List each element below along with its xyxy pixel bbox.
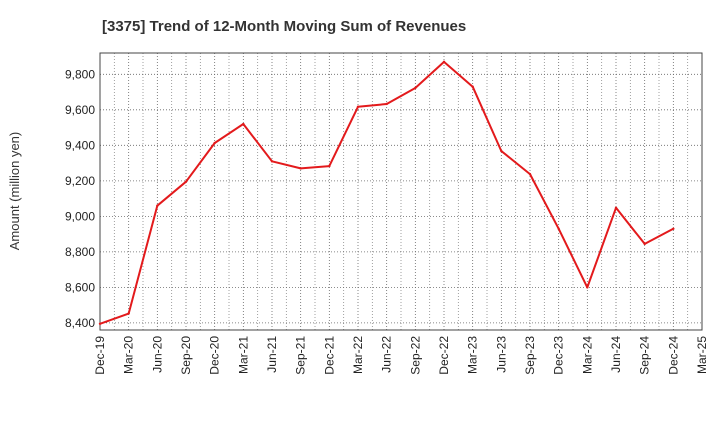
- data-point: [614, 206, 618, 210]
- data-point: [242, 122, 245, 126]
- y-axis-label: Amount (million yen): [7, 132, 22, 251]
- y-tick-label: 8,800: [65, 245, 95, 259]
- x-tick-label: Dec-19: [93, 336, 107, 375]
- data-point: [270, 160, 274, 163]
- axes: [99, 52, 703, 331]
- x-tick-label: Jun-21: [265, 336, 279, 373]
- data-point: [385, 102, 388, 106]
- x-tick-label: Mar-23: [466, 336, 480, 374]
- data-point: [328, 164, 331, 168]
- x-tick-label: Jun-20: [150, 336, 164, 373]
- x-tick-label: Dec-21: [322, 336, 336, 375]
- x-tick-label: Dec-23: [552, 336, 566, 375]
- data-point: [356, 105, 360, 109]
- data-point: [643, 242, 646, 246]
- data-point: [213, 141, 216, 145]
- x-tick-label: Sep-22: [408, 336, 422, 375]
- data-point: [299, 167, 302, 170]
- data-point: [586, 286, 589, 289]
- x-tick-label: Mar-21: [236, 336, 250, 374]
- x-tick-label: Mar-22: [351, 336, 365, 374]
- data-point: [471, 85, 474, 88]
- data-point: [528, 172, 532, 176]
- data-point: [156, 204, 159, 207]
- x-tick-label: Mar-20: [122, 336, 136, 374]
- data-point: [672, 227, 675, 230]
- grid-lines: [99, 53, 703, 330]
- plot-frame: [99, 52, 703, 331]
- chart-title: [3375] Trend of 12-Month Moving Sum of R…: [102, 18, 466, 35]
- x-tick-label: Sep-20: [179, 336, 193, 375]
- y-tick-label: 9,800: [65, 67, 95, 81]
- x-tick-label: Mar-25: [695, 336, 709, 374]
- data-point: [557, 227, 560, 230]
- data-point: [414, 86, 417, 90]
- data-point: [98, 322, 102, 325]
- x-tick-label: Mar-24: [580, 336, 594, 374]
- data-point: [500, 149, 503, 153]
- x-tick-label: Jun-23: [494, 336, 508, 373]
- tick-labels: 8,400 8,600 8,800 9,000 9,200 9,400 9,600 9,800…: [65, 67, 709, 374]
- y-tick-label: 9,400: [65, 138, 95, 152]
- y-tick-label: 8,400: [65, 316, 95, 330]
- x-tick-label: Jun-22: [380, 336, 394, 373]
- series-layer: [98, 60, 675, 325]
- x-tick-label: Dec-24: [666, 336, 680, 375]
- data-point: [184, 180, 188, 183]
- x-tick-label: Dec-20: [208, 336, 222, 375]
- y-tick-label: 9,000: [65, 209, 95, 223]
- x-tick-label: Dec-22: [437, 336, 451, 375]
- x-tick-label: Jun-24: [609, 336, 623, 373]
- y-tick-label: 9,200: [65, 174, 95, 188]
- y-tick-label: 9,600: [65, 103, 95, 117]
- data-point: [127, 312, 130, 315]
- x-tick-label: Sep-23: [523, 336, 537, 375]
- y-tick-label: 8,600: [65, 280, 95, 294]
- data-point: [442, 60, 446, 64]
- x-tick-label: Sep-24: [638, 336, 652, 375]
- x-tick-label: Sep-21: [294, 336, 308, 375]
